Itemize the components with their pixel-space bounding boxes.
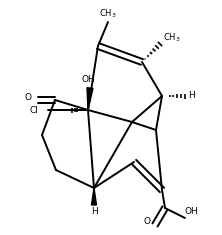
Text: H: H [189, 91, 195, 101]
Text: O: O [143, 218, 151, 227]
Text: Cl: Cl [30, 106, 38, 114]
Polygon shape [91, 188, 97, 205]
Polygon shape [87, 88, 93, 110]
Text: O: O [24, 94, 32, 102]
Text: CH$_3$: CH$_3$ [99, 8, 117, 20]
Text: OH: OH [81, 75, 95, 85]
Text: H: H [91, 208, 97, 216]
Text: CH$_3$: CH$_3$ [163, 32, 181, 44]
Text: OH: OH [184, 208, 198, 216]
